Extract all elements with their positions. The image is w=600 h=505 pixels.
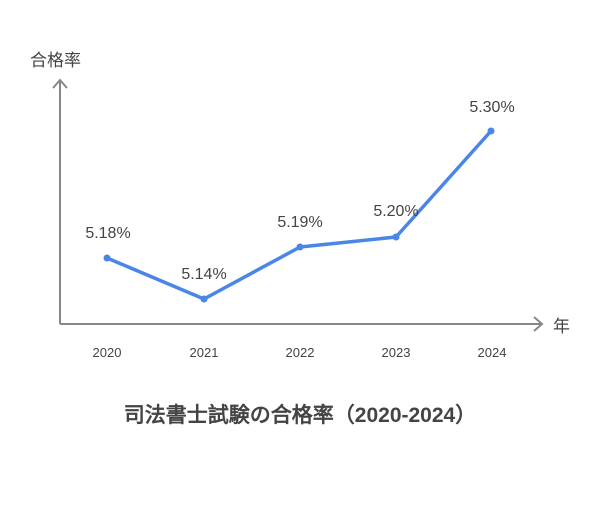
y-axis-label: 合格率 (30, 51, 81, 70)
data-label: 5.14% (181, 266, 227, 283)
data-point (200, 295, 208, 303)
data-label: 5.18% (85, 225, 131, 242)
data-point (487, 127, 495, 135)
data-points (103, 127, 495, 303)
data-point (296, 243, 304, 251)
x-axis-label: 年 (553, 317, 570, 336)
x-tick: 2022 (285, 345, 315, 360)
y-axis-arrow-icon (52, 78, 68, 89)
data-point (103, 254, 111, 262)
chart-title: 司法書士試験の合格率（2020-2024） (123, 404, 477, 427)
x-tick: 2021 (189, 345, 219, 360)
x-tick: 2023 (381, 345, 411, 360)
data-label: 5.19% (277, 214, 323, 231)
axes (52, 78, 544, 332)
x-axis-arrow-icon (533, 316, 544, 332)
data-label: 5.20% (373, 203, 419, 220)
x-tick: 2020 (92, 345, 122, 360)
data-point (392, 233, 400, 241)
data-label: 5.30% (469, 99, 515, 116)
x-tick: 2024 (477, 345, 507, 360)
